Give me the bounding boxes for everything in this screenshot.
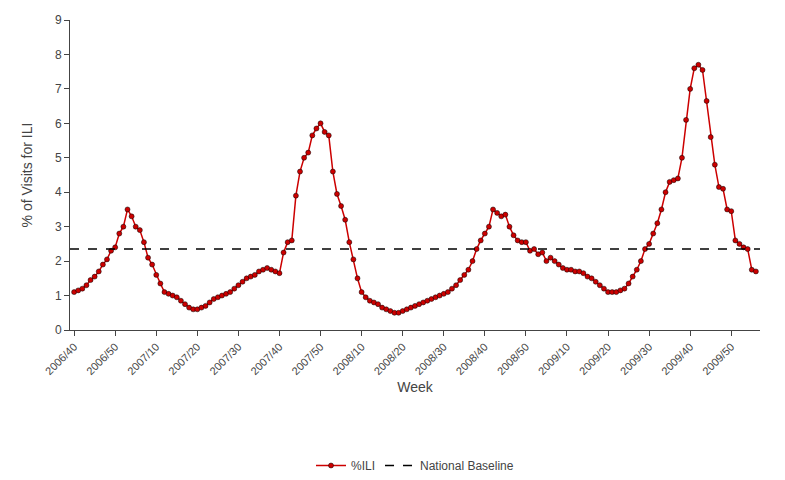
- svg-text:2008/30: 2008/30: [412, 341, 449, 378]
- svg-text:8: 8: [55, 48, 62, 62]
- svg-text:7: 7: [55, 82, 62, 96]
- svg-text:2006/40: 2006/40: [43, 341, 80, 378]
- svg-text:0: 0: [55, 323, 62, 337]
- svg-text:2009/50: 2009/50: [700, 341, 737, 378]
- svg-text:2007/50: 2007/50: [289, 341, 326, 378]
- svg-text:National Baseline: National Baseline: [420, 459, 514, 473]
- svg-text:4: 4: [55, 185, 62, 199]
- svg-text:% of Visits for ILI: % of Visits for ILI: [19, 123, 35, 228]
- svg-text:9: 9: [55, 13, 62, 27]
- svg-text:2008/10: 2008/10: [330, 341, 367, 378]
- svg-text:2008/40: 2008/40: [454, 341, 491, 378]
- svg-text:3: 3: [55, 220, 62, 234]
- svg-text:2007/10: 2007/10: [125, 341, 162, 378]
- svg-text:2009/30: 2009/30: [618, 341, 655, 378]
- svg-text:2009/20: 2009/20: [577, 341, 614, 378]
- svg-text:2007/20: 2007/20: [166, 341, 203, 378]
- svg-text:2006/50: 2006/50: [84, 341, 121, 378]
- svg-text:2009/10: 2009/10: [536, 341, 573, 378]
- svg-text:2007/30: 2007/30: [207, 341, 244, 378]
- svg-text:Week: Week: [397, 379, 434, 395]
- svg-text:5: 5: [55, 151, 62, 165]
- svg-text:2008/50: 2008/50: [495, 341, 532, 378]
- svg-text:2: 2: [55, 254, 62, 268]
- svg-text:2009/40: 2009/40: [659, 341, 696, 378]
- svg-text:1: 1: [55, 289, 62, 303]
- svg-text:6: 6: [55, 117, 62, 131]
- svg-text:2007/40: 2007/40: [248, 341, 285, 378]
- svg-text:2008/20: 2008/20: [371, 341, 408, 378]
- svg-text:%ILI: %ILI: [351, 459, 375, 473]
